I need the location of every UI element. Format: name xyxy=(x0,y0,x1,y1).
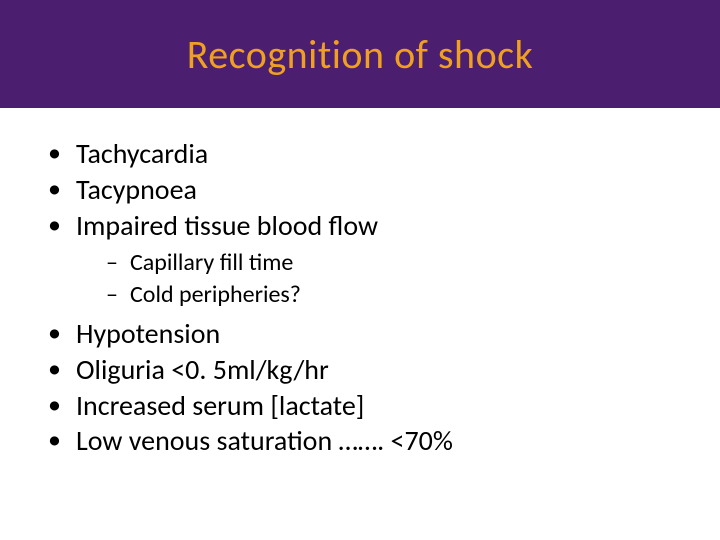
list-item: Oliguria <0. 5ml/kg/hr xyxy=(58,352,690,388)
list-item: Capillary fill time xyxy=(114,247,690,278)
list-item: Tacypnoea xyxy=(58,172,690,208)
list-item: Hypotension xyxy=(58,316,690,352)
sub-bullet-list: Capillary fill time Cold peripheries? xyxy=(76,247,690,309)
slide-title: Recognition of shock xyxy=(187,30,534,79)
bullet-list-2: Hypotension Oliguria <0. 5ml/kg/hr Incre… xyxy=(30,316,690,459)
list-item-text: Impaired tissue blood flow xyxy=(76,208,378,243)
list-item: Impaired tissue blood flow Capillary fil… xyxy=(58,208,690,310)
title-bar: Recognition of shock xyxy=(0,0,720,108)
bullet-list-1: Tachycardia Tacypnoea Impaired tissue bl… xyxy=(30,136,690,310)
list-item: Tachycardia xyxy=(58,136,690,172)
list-item: Low venous saturation ……. <70% xyxy=(58,423,690,459)
list-item: Increased serum [lactate] xyxy=(58,388,690,424)
list-item: Cold peripheries? xyxy=(114,279,690,310)
slide-content: Tachycardia Tacypnoea Impaired tissue bl… xyxy=(0,108,720,459)
